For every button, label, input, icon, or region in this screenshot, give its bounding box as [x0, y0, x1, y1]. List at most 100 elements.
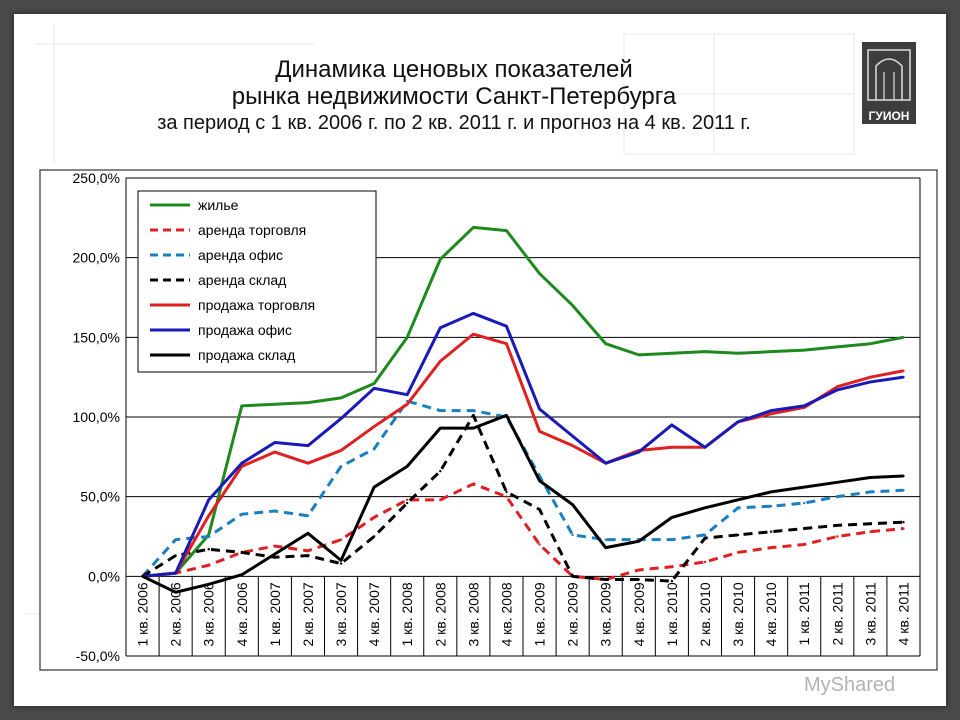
series-2-point [472, 409, 475, 412]
series-5-point [869, 380, 872, 384]
series-6-point [406, 465, 409, 468]
logo-icon [862, 42, 916, 124]
series-4-point [836, 385, 839, 388]
legend-label: аренда склад [198, 272, 286, 288]
series-4-point [207, 514, 210, 517]
series-2-point [571, 533, 574, 537]
series-1-point [207, 563, 210, 567]
series-2-point [439, 409, 442, 412]
series-0-point [306, 401, 310, 404]
series-1-point [703, 560, 707, 564]
series-3-point [769, 530, 773, 533]
series-5-point [803, 404, 806, 408]
series-2-point [306, 514, 310, 517]
series-6-point [803, 485, 806, 489]
series-1-point [439, 498, 442, 502]
series-1-point [836, 535, 839, 538]
blueprint-background [24, 24, 935, 615]
series-6-point [670, 516, 674, 519]
series-6-point [372, 485, 376, 489]
series-0-point [273, 403, 277, 406]
x-tick-label: 4 кв. 2009 [631, 582, 647, 646]
series-4-point [571, 444, 574, 447]
series-6-point [240, 573, 243, 576]
legend-label: продажа склад [198, 347, 295, 363]
series-3-point [174, 554, 177, 557]
x-tick-label: 4 кв. 2006 [234, 582, 250, 646]
series-1-point [869, 530, 872, 533]
series-4-point [406, 403, 409, 406]
series-5-point [174, 571, 177, 575]
x-tick-label: 3 кв. 2010 [730, 582, 746, 646]
series-5-point [736, 420, 740, 423]
series-2-point [902, 489, 905, 492]
series-4-point [670, 446, 674, 449]
series-6-point [306, 532, 310, 535]
series-1-point [902, 527, 905, 530]
series-0-point [769, 350, 773, 353]
legend-label: аренда торговля [198, 222, 306, 238]
x-tick-label: 1 кв. 2009 [532, 582, 548, 646]
series-0-point [803, 348, 806, 352]
series-2-point [174, 538, 177, 541]
series-0-point [604, 342, 607, 345]
line-chart: 250,0%200,0%150,0%100,0%50,0%0,0%-50,0% … [39, 169, 938, 671]
series-6-point [207, 583, 210, 586]
series-6-point [339, 559, 343, 562]
series-6-point [505, 414, 508, 417]
y-tick-label: 200,0% [73, 250, 120, 266]
x-tick-label: 2 кв. 2006 [168, 582, 184, 646]
x-tick-label: 4 кв. 2010 [763, 582, 779, 646]
series-3-point [339, 562, 343, 565]
series-6-point [439, 426, 442, 430]
series-2-point [273, 509, 277, 513]
series-5-point [637, 450, 640, 454]
series-3-point [902, 520, 905, 524]
series-3-point [869, 522, 872, 525]
series-3-point [207, 548, 210, 551]
series-2-point [769, 505, 773, 508]
x-tick-label: 4 кв. 2008 [498, 582, 514, 646]
x-tick-label: 2 кв. 2011 [829, 582, 845, 645]
series-5-point [306, 444, 310, 447]
series-line-4 [142, 332, 904, 578]
x-tick-label: 1 кв. 2011 [796, 582, 812, 645]
series-1-point [339, 538, 343, 541]
series-1-point [273, 544, 277, 548]
x-tick-label: 1 кв. 2006 [135, 582, 151, 646]
series-6-point [472, 426, 475, 430]
series-3-point [240, 551, 243, 554]
series-3-point [439, 469, 442, 473]
series-4-point [869, 375, 872, 379]
x-tick-label: 4 кв. 2007 [366, 582, 382, 646]
series-1-point [769, 546, 773, 549]
legend-label: аренда офис [198, 247, 283, 263]
series-6-point [571, 503, 574, 506]
series-4-point [769, 412, 773, 416]
series-line-6 [141, 413, 904, 594]
chart-subtitle: за период с 1 кв. 2006 г. по 2 кв. 2011 … [157, 112, 751, 134]
series-5-point [670, 423, 674, 427]
guion-logo: ГУИОН [862, 42, 916, 124]
x-tick-label: 3 кв. 2011 [862, 582, 878, 645]
chart-title-line-2: рынка недвижимости Санкт-Петербурга [231, 83, 677, 110]
series-line-2 [141, 399, 904, 578]
series-3-point [803, 527, 806, 530]
legend-label: жилье [198, 197, 239, 213]
series-2-point [604, 538, 607, 541]
x-tick-label: 3 кв. 2009 [598, 582, 614, 646]
series-6-point [902, 474, 905, 478]
series-3-point [670, 579, 674, 583]
series-6-point [869, 476, 872, 479]
series-5-point [372, 387, 376, 390]
y-tick-label: 150,0% [73, 329, 120, 345]
series-3-point [306, 554, 310, 557]
series-1-point [505, 495, 508, 498]
series-1-point [372, 516, 376, 519]
x-tick-label: 2 кв. 2009 [565, 582, 581, 646]
series-0-point [472, 226, 475, 229]
series-3-point [637, 578, 640, 581]
series-line-5 [142, 311, 904, 578]
series-5-point [240, 462, 243, 465]
x-tick-label: 1 кв. 2010 [664, 582, 680, 646]
